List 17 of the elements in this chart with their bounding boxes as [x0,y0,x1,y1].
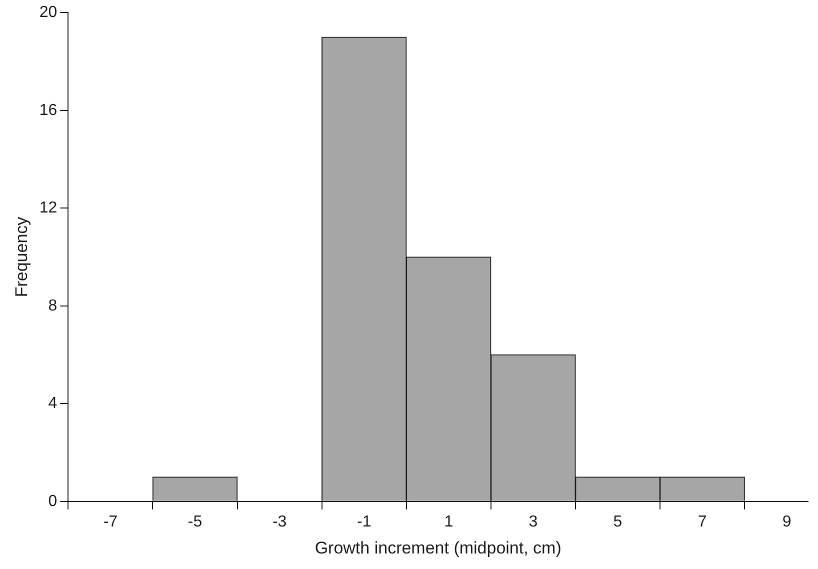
x-tick-label: -1 [357,513,372,530]
x-tick-label: 9 [782,513,792,530]
x-tick-label: 3 [528,513,538,530]
x-tick-label: -5 [188,513,202,530]
y-tick-label: 12 [39,200,58,217]
x-tick-label: -3 [272,513,287,530]
y-tick-label: 8 [48,297,58,314]
x-tick-label: 7 [698,513,707,530]
y-axis-title: Frequency [12,216,31,298]
x-tick-label: 1 [444,513,454,530]
y-tick-label: 4 [48,395,58,412]
x-tick-label: -7 [103,513,118,530]
y-tick-label: 16 [39,102,58,119]
x-axis-title: Growth increment (midpoint, cm) [314,538,562,558]
y-tick-label: 0 [48,492,58,510]
x-tick-label: 5 [613,513,622,530]
y-tick-label: 20 [39,4,58,22]
